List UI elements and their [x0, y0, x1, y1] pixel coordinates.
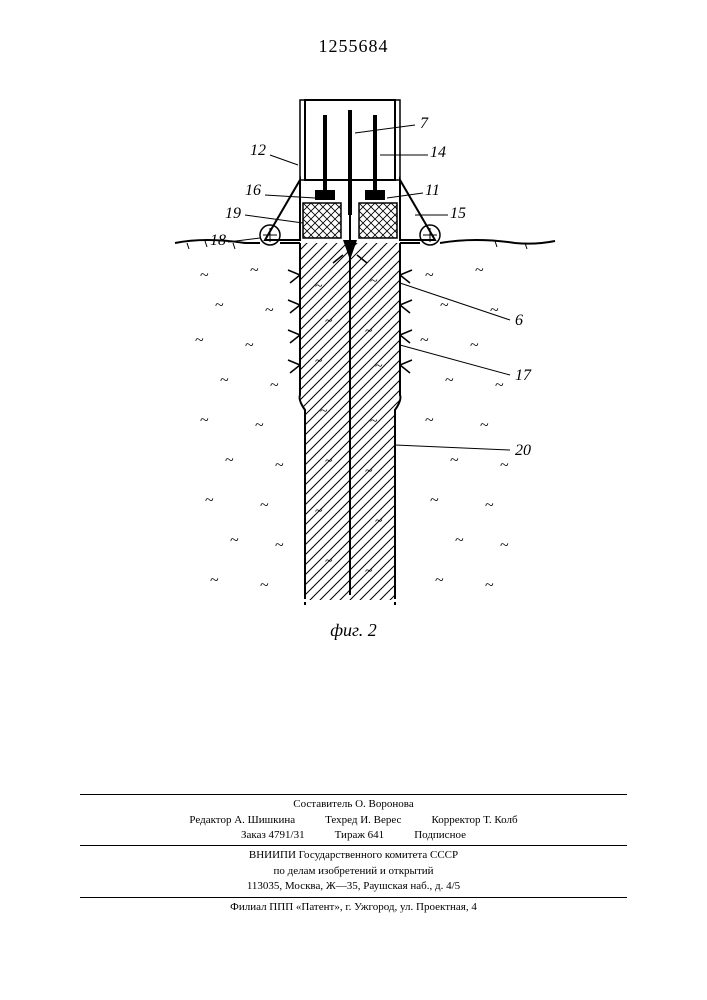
- svg-text:~: ~: [375, 514, 383, 529]
- svg-text:~: ~: [450, 452, 459, 469]
- svg-text:~: ~: [485, 497, 494, 514]
- svg-text:~: ~: [315, 354, 323, 369]
- svg-text:~: ~: [200, 412, 209, 429]
- svg-text:~: ~: [500, 537, 509, 554]
- footer-corrector: Корректор Т. Колб: [431, 813, 517, 828]
- svg-text:~: ~: [320, 404, 328, 419]
- figure-caption: фиг. 2: [330, 620, 377, 641]
- footer-order: Заказ 4791/31: [241, 828, 305, 843]
- svg-text:~: ~: [435, 572, 444, 589]
- svg-text:~: ~: [475, 262, 484, 279]
- svg-text:~: ~: [275, 537, 284, 554]
- svg-text:~: ~: [230, 532, 239, 549]
- svg-text:7: 7: [420, 115, 429, 132]
- footer-techred: Техред И. Верес: [325, 813, 401, 828]
- svg-text:~: ~: [325, 554, 333, 569]
- footer-address1: 113035, Москва, Ж—35, Раушская наб., д. …: [0, 879, 707, 894]
- svg-text:~: ~: [445, 372, 454, 389]
- svg-text:~: ~: [225, 452, 234, 469]
- svg-text:~: ~: [370, 274, 378, 289]
- svg-text:~: ~: [470, 337, 479, 354]
- svg-text:~: ~: [325, 454, 333, 469]
- svg-text:~: ~: [365, 324, 373, 339]
- svg-text:~: ~: [220, 372, 229, 389]
- svg-text:~: ~: [430, 492, 439, 509]
- svg-text:~: ~: [420, 332, 429, 349]
- svg-text:16: 16: [245, 182, 261, 199]
- svg-text:~: ~: [260, 497, 269, 514]
- svg-text:~: ~: [195, 332, 204, 349]
- footer: Составитель О. Воронова Редактор А. Шишк…: [0, 792, 707, 915]
- svg-text:11: 11: [425, 182, 440, 199]
- svg-text:~: ~: [200, 267, 209, 284]
- svg-text:19: 19: [225, 205, 241, 222]
- svg-text:~: ~: [425, 412, 434, 429]
- svg-text:~: ~: [260, 577, 269, 594]
- svg-text:~: ~: [215, 297, 224, 314]
- svg-text:~: ~: [210, 572, 219, 589]
- svg-text:12: 12: [250, 142, 266, 159]
- svg-text:~: ~: [500, 457, 509, 474]
- document-number: 1255684: [319, 36, 389, 57]
- svg-text:~: ~: [480, 417, 489, 434]
- footer-org2: по делам изобретений и открытий: [0, 864, 707, 879]
- figure-2: 7 12 14 16 11 19 15 18: [115, 95, 590, 615]
- svg-text:~: ~: [490, 302, 499, 319]
- svg-text:~: ~: [315, 279, 323, 294]
- svg-text:~: ~: [315, 504, 323, 519]
- footer-compiler: Составитель О. Воронова: [0, 797, 707, 812]
- footer-editor: Редактор А. Шишкина: [189, 813, 295, 828]
- svg-text:~: ~: [365, 564, 373, 579]
- svg-text:~: ~: [365, 464, 373, 479]
- svg-text:14: 14: [430, 144, 446, 161]
- footer-org1: ВНИИПИ Государственного комитета СССР: [0, 848, 707, 863]
- svg-text:~: ~: [370, 414, 378, 429]
- svg-text:~: ~: [325, 314, 333, 329]
- svg-text:~: ~: [455, 532, 464, 549]
- svg-text:~: ~: [495, 377, 504, 394]
- svg-text:~: ~: [255, 417, 264, 434]
- svg-text:~: ~: [485, 577, 494, 594]
- svg-text:~: ~: [205, 492, 214, 509]
- svg-text:~: ~: [265, 302, 274, 319]
- svg-text:~: ~: [270, 377, 279, 394]
- svg-text:~: ~: [425, 267, 434, 284]
- svg-text:17: 17: [515, 367, 532, 384]
- footer-tirage: Тираж 641: [335, 828, 385, 843]
- svg-text:20: 20: [515, 442, 531, 459]
- svg-text:6: 6: [515, 312, 523, 329]
- svg-text:~: ~: [250, 262, 259, 279]
- footer-address2: Филиал ППП «Патент», г. Ужгород, ул. Про…: [0, 900, 707, 915]
- svg-text:~: ~: [275, 457, 284, 474]
- svg-text:15: 15: [450, 205, 466, 222]
- svg-text:~: ~: [375, 359, 383, 374]
- footer-subscription: Подписное: [414, 828, 466, 843]
- svg-text:~: ~: [245, 337, 254, 354]
